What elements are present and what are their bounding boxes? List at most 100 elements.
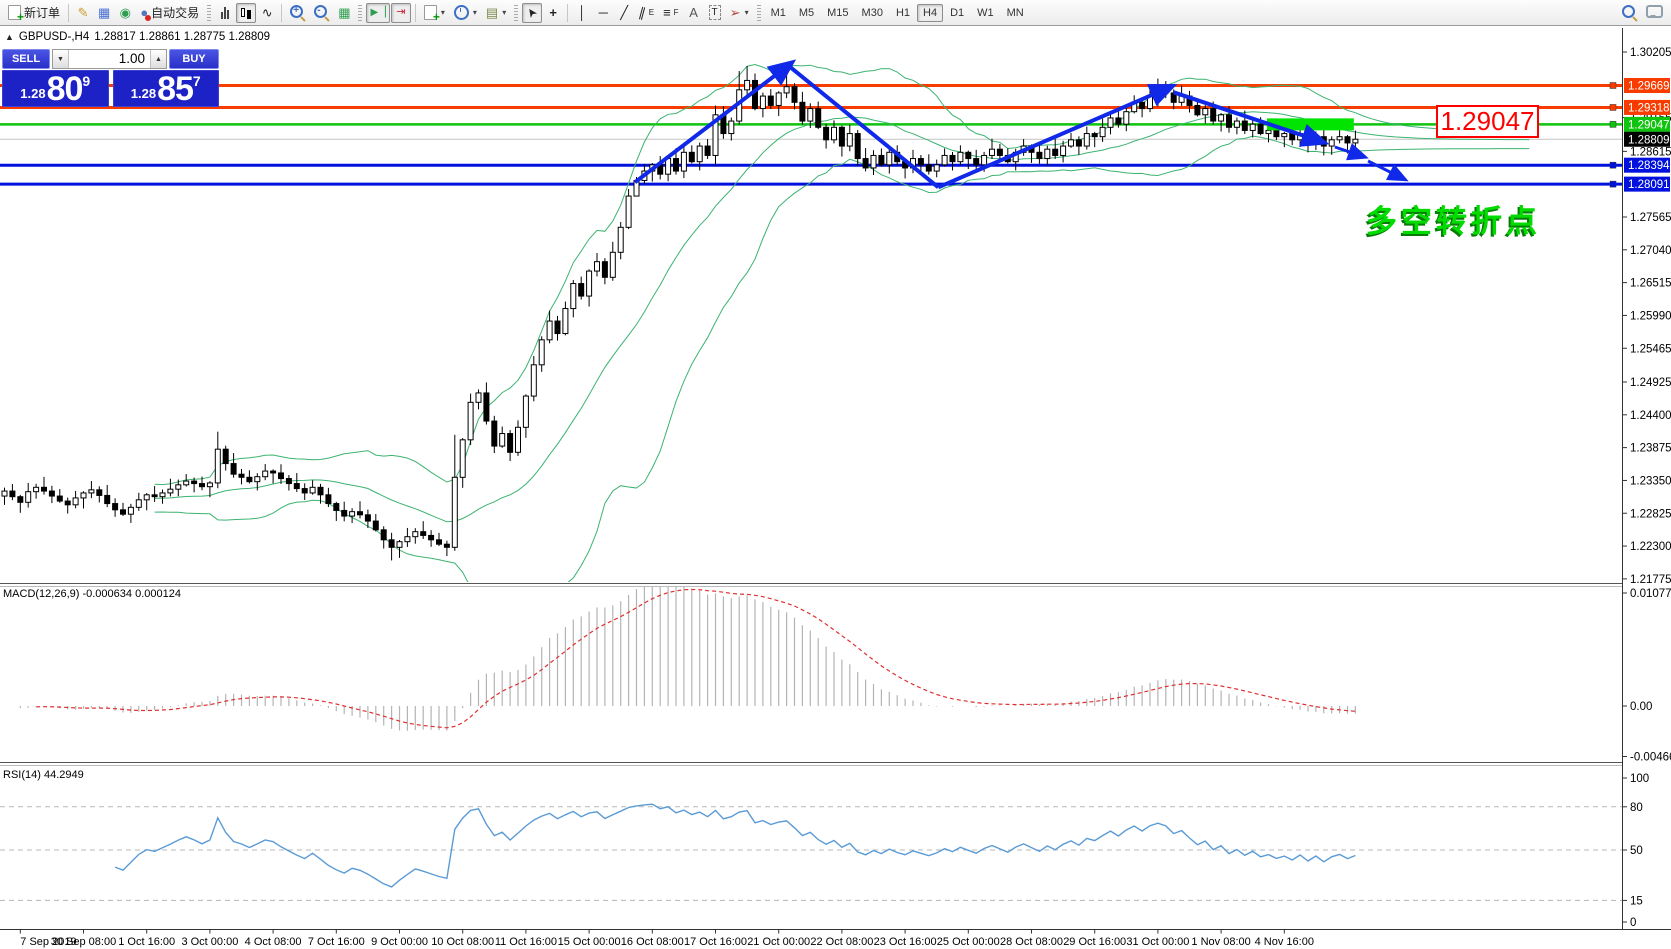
fibo-sub-label: F [673, 8, 679, 17]
chevron-down-icon: ▾ [744, 8, 749, 17]
tile-windows-button[interactable]: ▦ [334, 3, 354, 23]
svg-text:50: 50 [1630, 845, 1643, 857]
tf-h1[interactable]: H1 [895, 6, 911, 19]
candlestick-icon [241, 6, 252, 20]
auto-scroll-button[interactable]: ▶▕ [366, 2, 390, 23]
cursor-tool[interactable]: ➤ [522, 2, 543, 23]
one-click-trading-panel: SELL ▼ 1.00 ▲ BUY 1.28 80 9 1.28 85 7 [2, 49, 219, 107]
fibonacci-tool[interactable]: ≡ F [659, 3, 682, 23]
autotrade-label: 自动交易 [151, 6, 200, 20]
svg-text:1.26515: 1.26515 [1630, 278, 1671, 290]
svg-text:-0.004668: -0.004668 [1630, 751, 1671, 763]
search-icon [1622, 5, 1635, 18]
arrows-icon: ➢ [729, 5, 741, 20]
tf-w1[interactable]: W1 [977, 6, 994, 19]
buy-button[interactable]: BUY [169, 49, 219, 69]
new-order-icon [8, 5, 24, 24]
brush-icon: ✎ [77, 5, 89, 20]
volume-value[interactable]: 1.00 [118, 51, 145, 66]
svg-text:100: 100 [1630, 773, 1649, 785]
trend-arrow-down-2[interactable] [1173, 90, 1330, 147]
rsi-line [114, 803, 1356, 888]
toolbar-grip[interactable] [514, 4, 519, 21]
periods-button[interactable]: ▾ [450, 3, 481, 23]
label-tool[interactable]: T [705, 3, 725, 23]
arrows-tool[interactable]: ➢ ▾ [726, 3, 753, 23]
svg-text:多空转折点: 多空转折点 [1364, 206, 1539, 241]
buy-price-display[interactable]: 1.28 85 7 [112, 70, 219, 108]
toolbar-grip[interactable] [756, 4, 761, 21]
tf-h4[interactable]: H4 [917, 3, 944, 22]
clock-icon [453, 5, 469, 20]
tf-m15[interactable]: M15 [827, 6, 849, 19]
price-callout-box[interactable] [1436, 105, 1539, 138]
trend-arrow-up-1[interactable] [633, 59, 797, 184]
indicators-button[interactable]: ▾ [420, 3, 449, 24]
trend-arrow-up-2[interactable] [937, 83, 1178, 190]
charts-icon: ▦ [98, 5, 111, 20]
svg-text:1.27565: 1.27565 [1630, 212, 1671, 224]
community-chat-button[interactable] [1642, 3, 1667, 23]
tf-m30[interactable]: M30 [861, 6, 883, 19]
tf-m5[interactable]: M5 [798, 6, 815, 19]
svg-text:80: 80 [1630, 802, 1643, 814]
market-watch-button[interactable]: ◉ [115, 3, 135, 23]
svg-text:1.25990: 1.25990 [1630, 310, 1671, 322]
zoom-in-button[interactable]: + [286, 3, 309, 23]
macd-pane[interactable] [19, 581, 1357, 731]
panel-collapse-icon[interactable]: ▲ [5, 32, 14, 42]
chart-shift-button[interactable]: ⇥ [390, 2, 411, 23]
svg-text:7 Oct 16:00: 7 Oct 16:00 [308, 936, 365, 948]
crosshair-tool[interactable]: + [543, 3, 563, 23]
new-order-label: 新订单 [24, 6, 61, 20]
styler-button[interactable]: ✎ [73, 3, 93, 23]
chart-line-button[interactable]: ∿ [257, 3, 277, 23]
rsi-pane[interactable] [0, 803, 1622, 901]
svg-text:1.23350: 1.23350 [1630, 475, 1671, 487]
autotrade-button[interactable]: ● 自动交易 [136, 3, 203, 23]
text-tool[interactable]: A [684, 3, 704, 23]
toolbar-grip[interactable] [207, 4, 212, 21]
forecast-arrow-2[interactable] [1367, 159, 1409, 182]
volume-increase-button[interactable]: ▲ [150, 50, 166, 68]
tf-mn[interactable]: MN [1006, 6, 1024, 19]
tf-d1[interactable]: D1 [950, 6, 965, 19]
bollinger-band [154, 63, 1530, 486]
price-axis[interactable]: 1.302051.291551.286151.275651.270401.265… [1622, 47, 1671, 929]
zoom-out-button[interactable]: - [310, 3, 333, 23]
profiles-button[interactable]: ▦ [94, 3, 114, 23]
search-button[interactable] [1618, 3, 1641, 23]
tf-m1[interactable]: M1 [770, 6, 786, 19]
sell-button[interactable]: SELL [2, 49, 50, 69]
svg-text:4 Oct 08:00: 4 Oct 08:00 [245, 936, 302, 948]
toolbar-grip[interactable] [358, 4, 363, 21]
new-order-button[interactable]: 新订单 [4, 3, 64, 24]
vline-tool[interactable]: │ [572, 3, 592, 23]
templates-button[interactable]: ▤ ▾ [482, 3, 510, 23]
volume-decrease-button[interactable]: ▼ [53, 50, 69, 68]
forecast-arrow-1[interactable] [1334, 143, 1369, 161]
chart-candles-button[interactable] [236, 2, 257, 23]
svg-text:3 Oct 00:00: 3 Oct 00:00 [181, 936, 238, 948]
toolbar: 新订单 ✎ ▦ ◉ ● 自动交易 ∿ + - ▦ ▶▕ ⇥ ▾ ▾ ▤▾ ➤ +… [0, 0, 1671, 26]
svg-text:25 Oct 00:00: 25 Oct 00:00 [937, 936, 1000, 948]
svg-text:21 Oct 00:00: 21 Oct 00:00 [747, 936, 810, 948]
channel-tool[interactable]: ∥ E [635, 3, 658, 23]
chart-header: ▲ GBPUSD-,H4 1.28817 1.28861 1.28775 1.2… [5, 31, 270, 43]
buy-price-big: 85 [157, 70, 194, 108]
chart-bars-button[interactable] [215, 3, 235, 23]
buy-price-pip: 7 [192, 73, 201, 89]
annotation-text[interactable]: 多空转折点 [1366, 204, 1541, 239]
svg-text:1.25465: 1.25465 [1630, 343, 1671, 355]
bar-chart-icon [221, 6, 230, 19]
trendline-tool[interactable]: ╱ [614, 3, 634, 23]
volume-stepper: ▼ 1.00 ▲ [52, 49, 167, 69]
macd-label: MACD(12,26,9) -0.000634 0.000124 [3, 588, 181, 600]
vertical-line-icon: │ [578, 5, 587, 20]
hline-tool[interactable]: ─ [593, 3, 613, 23]
trend-arrow-down-1[interactable] [786, 63, 940, 189]
sell-price-display[interactable]: 1.28 80 9 [2, 70, 109, 107]
